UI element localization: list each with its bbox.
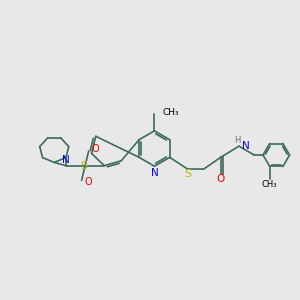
Text: N: N [62,155,70,165]
Text: O: O [217,174,225,184]
Text: S: S [80,161,87,171]
Text: CH₃: CH₃ [163,108,179,117]
Text: O: O [84,177,92,187]
Text: O: O [91,145,99,154]
Text: N: N [242,141,250,151]
Text: CH₃: CH₃ [262,180,278,189]
Text: S: S [184,169,191,179]
Text: H: H [235,136,241,145]
Text: N: N [151,168,158,178]
